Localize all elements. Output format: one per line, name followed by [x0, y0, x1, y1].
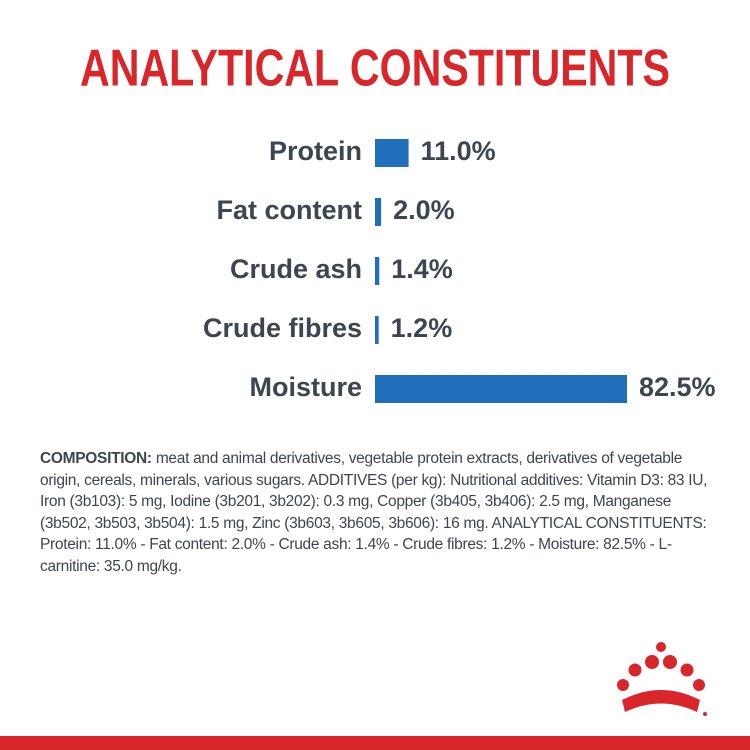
- category-label: Moisture: [249, 372, 362, 402]
- value-label: 11.0%: [421, 136, 496, 166]
- bar: [375, 139, 409, 167]
- chart-title: ANALYTICAL CONSTITUENTS: [80, 40, 670, 98]
- composition-label: COMPOSITION:: [40, 450, 152, 467]
- footer-band: [0, 736, 750, 750]
- category-label: Fat content: [217, 195, 363, 225]
- category-label: Crude ash: [230, 254, 362, 284]
- value-label: 2.0%: [393, 195, 455, 225]
- value-label: 1.4%: [391, 254, 453, 284]
- logo: [617, 642, 707, 716]
- category-label: Protein: [269, 136, 362, 166]
- category-label: Crude fibres: [203, 313, 362, 343]
- bar: [375, 257, 380, 285]
- bar: [375, 198, 382, 226]
- composition-text: meat and animal derivatives, vegetable p…: [40, 450, 708, 575]
- bar: [375, 316, 379, 344]
- bar: [375, 375, 627, 403]
- value-label: 82.5%: [639, 372, 716, 402]
- composition: COMPOSITION: meat and animal derivatives…: [40, 448, 715, 577]
- value-label: 1.2%: [391, 313, 453, 343]
